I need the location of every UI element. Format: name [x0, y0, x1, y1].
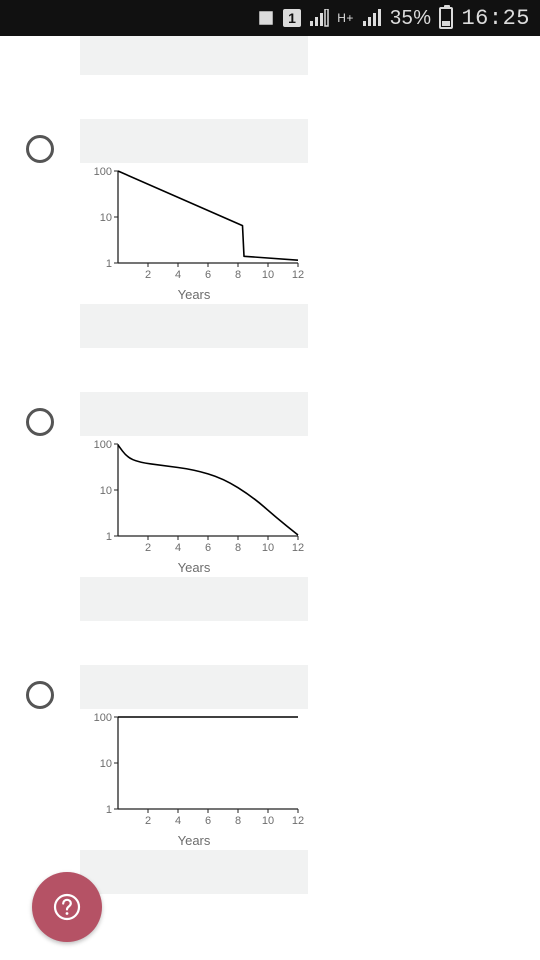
option-radio[interactable]	[26, 681, 54, 709]
svg-text:10: 10	[100, 758, 112, 770]
quiz-options-scroll[interactable]: 11010024681012 Years 11010024681012 Year…	[0, 36, 540, 960]
svg-text:100: 100	[94, 166, 112, 178]
help-fab[interactable]	[32, 872, 102, 942]
svg-text:6: 6	[205, 269, 211, 281]
option-card[interactable]: 1 10 100 2 4 6 8 10 12 Years	[80, 665, 308, 894]
chart-xlabel: Years	[80, 829, 308, 850]
svg-text:2: 2	[145, 269, 151, 281]
chart: 1 10 100 2 4 6 8 10 12 Years	[80, 436, 308, 577]
battery-icon	[439, 7, 453, 29]
status-bar: 1 H+ 35% 16:25	[0, 0, 540, 36]
option-row: 1 10 100 2 4 6 8 10 12 Years	[0, 392, 540, 621]
svg-text:4: 4	[175, 269, 181, 281]
svg-text:10: 10	[100, 212, 112, 224]
svg-text:100: 100	[94, 439, 112, 451]
chart: 1 10 100 2 4 6 8 10 12 Years	[80, 709, 308, 850]
option-row: 11010024681012 Years	[0, 36, 540, 75]
signal-icon-1	[309, 9, 329, 27]
svg-text:10: 10	[262, 542, 274, 554]
chart: 1 10 100 2 4 6 8 10 12 Years	[80, 163, 308, 304]
help-icon	[51, 891, 83, 923]
battery-pct: 35%	[390, 7, 432, 30]
svg-text:6: 6	[205, 815, 211, 827]
sim-badge: 1	[283, 9, 301, 27]
svg-text:2: 2	[145, 815, 151, 827]
svg-text:4: 4	[175, 815, 181, 827]
svg-text:12: 12	[292, 815, 304, 827]
option-card[interactable]: 1 10 100 2 4 6 8 10 12 Years	[80, 392, 308, 621]
svg-text:10: 10	[100, 485, 112, 497]
signal-icon-2	[362, 9, 382, 27]
svg-text:1: 1	[106, 804, 112, 816]
svg-text:10: 10	[262, 815, 274, 827]
clock: 16:25	[461, 6, 530, 31]
svg-text:6: 6	[205, 542, 211, 554]
svg-text:8: 8	[235, 269, 241, 281]
svg-text:12: 12	[292, 269, 304, 281]
option-card[interactable]: 11010024681012 Years	[80, 36, 308, 75]
svg-text:1: 1	[106, 531, 112, 543]
svg-text:4: 4	[175, 542, 181, 554]
nfc-icon	[257, 9, 275, 27]
svg-text:1: 1	[106, 258, 112, 270]
svg-text:8: 8	[235, 815, 241, 827]
svg-text:8: 8	[235, 542, 241, 554]
svg-text:2: 2	[145, 542, 151, 554]
svg-text:12: 12	[292, 542, 304, 554]
option-card[interactable]: 1 10 100 2 4 6 8 10 12 Years	[80, 119, 308, 348]
option-row: 1 10 100 2 4 6 8 10 12 Years	[0, 665, 540, 894]
option-radio[interactable]	[26, 135, 54, 163]
option-radio[interactable]	[26, 408, 54, 436]
option-row: 1 10 100 2 4 6 8 10 12 Years	[0, 119, 540, 348]
chart-xlabel: Years	[80, 556, 308, 577]
network-type: H+	[337, 12, 354, 24]
svg-text:100: 100	[94, 712, 112, 724]
svg-text:10: 10	[262, 269, 274, 281]
chart-xlabel: Years	[80, 283, 308, 304]
